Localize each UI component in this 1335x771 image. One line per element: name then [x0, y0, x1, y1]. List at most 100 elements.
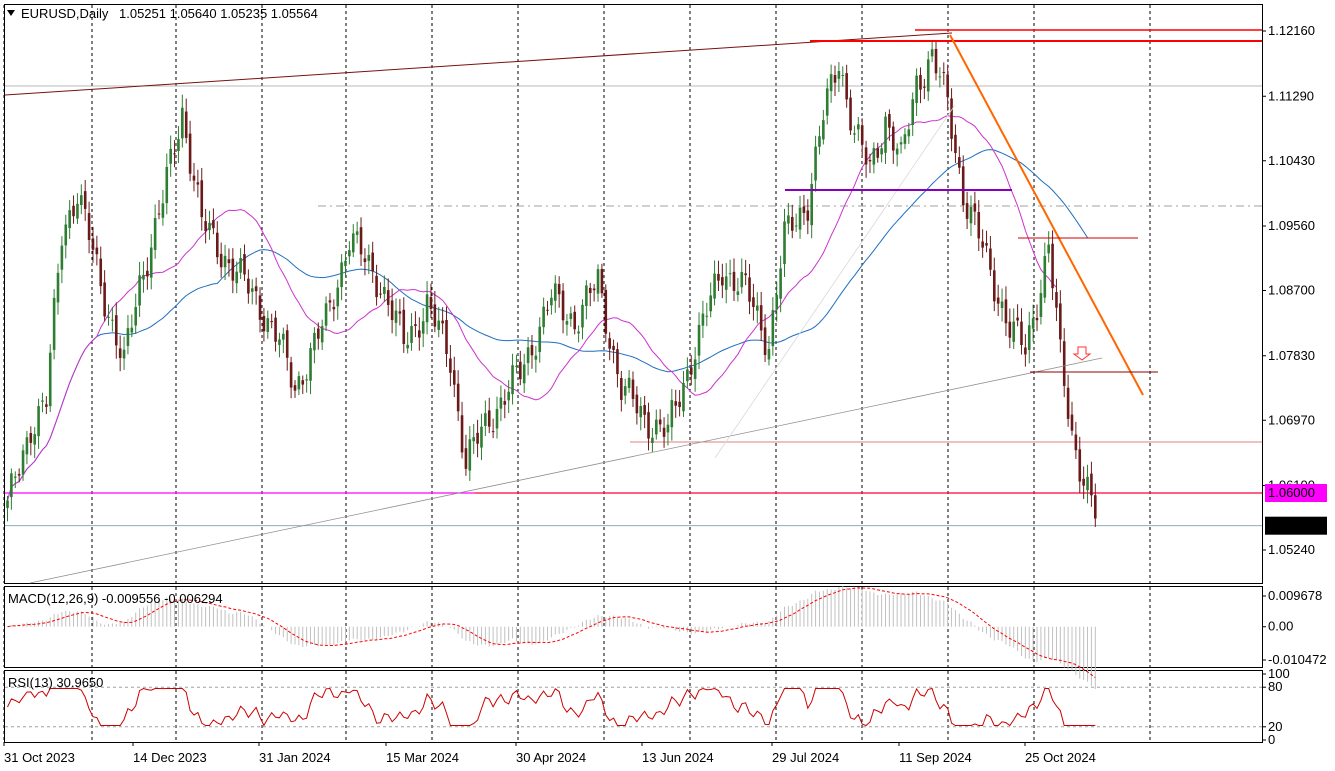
- candle-body: [825, 88, 829, 116]
- candle-body: [285, 330, 289, 358]
- candle-body: [577, 331, 580, 334]
- candle-body: [188, 133, 192, 174]
- candle-body: [29, 433, 33, 443]
- price-tick-label: 1.06970: [1268, 412, 1315, 427]
- candle-body: [779, 268, 782, 299]
- candle-body: [472, 437, 475, 442]
- candle-body: [149, 247, 153, 278]
- candle-body: [336, 287, 340, 307]
- date-tick-label: 31 Oct 2023: [4, 750, 75, 765]
- candle-body: [651, 437, 654, 443]
- candle-body: [938, 76, 942, 78]
- candle-body: [324, 303, 328, 326]
- candle-body: [56, 272, 60, 303]
- candle-body: [569, 313, 573, 319]
- candle-body: [686, 369, 689, 382]
- candle-body: [814, 146, 817, 181]
- candle-body: [332, 306, 336, 310]
- macd-tick-label: 0.00: [1268, 619, 1293, 634]
- candle-body: [585, 285, 588, 307]
- candle-body: [853, 133, 856, 135]
- trendline-drawings[interactable]: [4, 29, 1262, 584]
- candle-body: [1024, 347, 1027, 355]
- candle-body: [806, 210, 810, 221]
- candle-body: [620, 377, 623, 400]
- candle-body: [359, 227, 363, 255]
- current-price-tag-label: 1.05564: [1268, 518, 1315, 533]
- candle-body: [682, 382, 685, 412]
- candle-body: [410, 325, 413, 343]
- candle-body: [942, 71, 946, 73]
- candle-body: [239, 258, 242, 273]
- candle-body: [173, 153, 176, 155]
- candle-body: [126, 328, 130, 346]
- candle-body: [759, 305, 763, 331]
- candle-body: [274, 317, 277, 342]
- candle-body: [1035, 317, 1039, 321]
- candle-body: [1059, 303, 1062, 340]
- candle-body: [200, 180, 204, 218]
- candle-body: [581, 304, 584, 328]
- ohlc-values: 1.05251 1.05640 1.05235 1.05564: [119, 6, 318, 21]
- candle-body: [1016, 317, 1019, 321]
- candle-body: [756, 305, 759, 311]
- candle-body: [771, 310, 775, 347]
- candle-body: [705, 315, 709, 317]
- candle-body: [37, 406, 40, 437]
- candle-body: [153, 217, 157, 250]
- candle-body: [689, 367, 693, 375]
- falling-trendline: [949, 34, 1144, 396]
- date-tick-label: 31 Jan 2024: [259, 750, 331, 765]
- candle-body: [612, 345, 615, 350]
- price-tick-label: 1.11290: [1268, 88, 1314, 103]
- candle-body: [441, 320, 444, 324]
- candle-body: [402, 309, 406, 345]
- candle-body: [891, 126, 895, 151]
- candle-body: [674, 401, 678, 406]
- candle-body: [911, 99, 915, 126]
- candle-body: [215, 232, 219, 258]
- candle-body: [414, 324, 417, 327]
- candle-body: [553, 283, 557, 301]
- candle-body: [923, 86, 926, 88]
- long-trendline: [4, 32, 953, 96]
- candle-body: [969, 207, 973, 224]
- level-price-tag-label: 1.06000: [1268, 485, 1315, 500]
- rsi-line: [7, 687, 1096, 727]
- candle-body: [76, 203, 79, 219]
- candle-body: [165, 166, 169, 204]
- date-tick-label: 13 Jun 2024: [642, 750, 714, 765]
- candle-body: [17, 474, 21, 476]
- candle-body: [421, 321, 425, 334]
- candle-body: [6, 500, 9, 508]
- collapse-triangle-icon[interactable]: [7, 10, 15, 16]
- candle-body: [41, 400, 44, 402]
- candle-body: [744, 273, 747, 276]
- candle-body: [977, 212, 981, 239]
- candle-body: [425, 294, 429, 323]
- candle-body: [363, 258, 367, 263]
- candle-body: [114, 315, 118, 346]
- candle-body: [13, 476, 17, 478]
- candle-body: [1020, 321, 1023, 346]
- candle-body: [546, 309, 549, 311]
- candle-body: [880, 148, 883, 155]
- date-tick-label: 30 Apr 2024: [516, 750, 586, 765]
- candle-body: [992, 270, 996, 302]
- rsi-tick-label: 80: [1268, 679, 1282, 694]
- candle-body: [204, 221, 207, 232]
- candle-body: [146, 270, 149, 277]
- macd-tick-label: 0.009678: [1268, 588, 1322, 603]
- candle-body: [845, 73, 848, 100]
- candle-body: [561, 290, 565, 321]
- candle-body: [767, 349, 771, 360]
- candle-body: [192, 175, 196, 181]
- candle-body: [348, 250, 351, 257]
- candle-body: [600, 268, 604, 294]
- price-tick-label: 1.07830: [1268, 348, 1315, 363]
- candle-body: [33, 434, 36, 445]
- date-tick-label: 11 Sep 2024: [899, 750, 972, 765]
- candle-body: [122, 349, 126, 359]
- candle-body: [10, 473, 13, 498]
